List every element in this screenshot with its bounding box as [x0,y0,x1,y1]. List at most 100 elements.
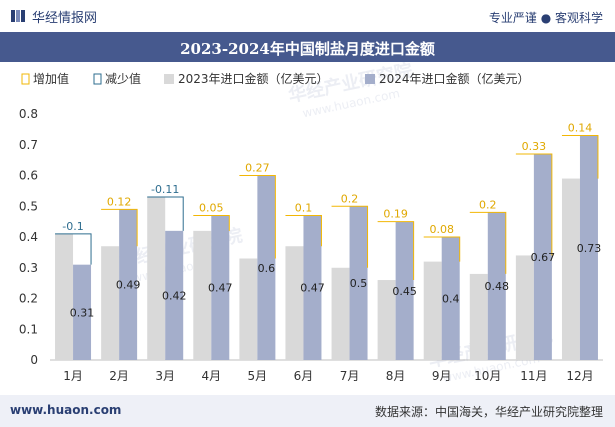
value-label-2024: 0.48 [485,280,510,293]
value-label-2024: 0.45 [392,285,417,298]
change-label: 0.19 [383,208,408,221]
change-label: 0.05 [199,201,224,214]
value-label-2024: 0.73 [577,242,602,255]
increase-bracket [193,214,230,231]
change-label: 0.1 [295,201,313,214]
x-tick-label: 6月 [294,369,314,383]
bar-2023 [239,258,258,360]
bar-2024 [441,237,460,360]
x-tick-label: 11月 [520,369,547,383]
brand-name: 华经情报网 [32,10,98,26]
y-tick-label: 0.5 [19,199,38,213]
change-label: -0.1 [62,220,83,233]
x-tick-label: 3月 [155,369,175,383]
bar-2024 [303,215,322,360]
increase-bracket [469,211,507,274]
brand-logo: 华经情报网 [10,6,97,26]
value-label-2024: 0.6 [258,262,276,275]
change-label: 0.27 [245,162,270,175]
x-tick-label: 4月 [201,369,221,383]
value-label-2024: 0.67 [531,251,556,264]
bar-2024 [73,264,92,360]
x-tick-label: 5月 [248,369,268,383]
increase-bracket [101,208,138,247]
bar-2023 [515,255,534,360]
legend-label-2023: 2023年进口金额（亿美元） [178,71,329,86]
increase-bracket [515,153,553,256]
increase-bracket [331,205,369,268]
y-tick-label: 0.1 [19,322,38,336]
value-label-2024: 0.42 [162,289,187,302]
change-label: 0.33 [522,140,547,153]
value-label-2024: 0.47 [300,282,325,295]
bar-2023 [423,261,442,360]
header-bar: 华经情报网 专业严谨 ● 客观科学 [0,0,615,32]
axes: 0 0.1 0.2 0.3 0.4 0.5 0.6 0.7 0.8 1月 2月 3月 4月 5月 6月 7月 8… [19,107,603,383]
y-tick-label: 0.2 [19,292,38,306]
legend-label-decrease: 减少值 [105,71,141,86]
y-tick-label: 0 [30,353,38,367]
value-label-2024: 0.4 [442,293,460,306]
bar-2023 [331,267,350,360]
y-tick-label: 0.8 [19,107,38,121]
increase-bracket [423,236,461,262]
bar-2023 [55,233,74,360]
bar-2023 [561,178,580,360]
x-tick-label: 1月 [63,369,83,383]
value-label-2024: 0.31 [70,306,95,319]
y-tick-label: 0.3 [19,261,38,275]
y-tick-label: 0.7 [19,138,38,152]
change-label: 0.2 [341,192,359,205]
bar-2023 [101,246,120,360]
bar-2024 [349,206,368,360]
increase-bracket [239,175,276,259]
legend: 增加值 减少值 2023年进口金额（亿美元） 2024年进口金额（亿美元） [21,71,530,86]
bar-2023 [147,197,166,360]
x-tick-label: 10月 [474,369,501,383]
increase-bracket [377,221,415,281]
footer-website: www.huaon.com [10,403,122,417]
decrease-bracket [147,196,184,231]
change-label: -0.11 [151,183,179,196]
value-label-2024: 0.49 [116,279,141,292]
legend-swatch-increase [21,73,30,85]
bar-2024 [257,175,276,360]
legend-swatch-decrease [93,73,102,85]
footer-source: 数据来源：中国海关，华经产业研究院整理 [374,405,603,419]
footer-bar: www.huaon.com 数据来源：中国海关，华经产业研究院整理 [0,395,615,427]
value-label-2024: 0.47 [208,282,233,295]
change-label: 0.12 [107,195,132,208]
bar-2024 [579,135,598,360]
increase-bracket [561,135,599,179]
value-label-2024: 0.5 [350,277,368,290]
bar-2024 [395,221,414,360]
y-tick-label: 0.4 [19,230,38,244]
increase-bracket [285,214,322,247]
x-tick-label: 7月 [340,369,360,383]
bar-2024 [211,215,230,360]
bar-2024 [487,212,506,360]
legend-swatch-2023 [164,74,174,84]
bar-2023 [193,230,212,360]
change-label: 0.2 [479,198,497,211]
x-tick-label: 2月 [109,369,129,383]
change-label: 0.14 [568,122,593,135]
slogan: 专业严谨 ● 客观科学 [488,11,603,25]
legend-label-2024: 2024年进口金额（亿美元） [379,71,530,86]
x-tick-label: 9月 [432,369,452,383]
chart-title: 2023-2024年中国制盐月度进口金额 [180,40,435,58]
chart-marks: -0.1 0.31 0.12 0.49 -0.11 0.42 0.05 0.47 0.27 0.6… [55,122,601,360]
legend-label-increase: 增加值 [33,71,69,86]
bar-2024 [165,230,184,360]
bar-2023 [377,280,396,360]
logo-icon [11,10,25,22]
legend-swatch-2024 [365,74,375,84]
title-bar: 2023-2024年中国制盐月度进口金额 [0,32,615,62]
bar-2023 [285,246,304,360]
x-tick-label: 8月 [386,369,406,383]
change-label: 0.08 [429,223,454,236]
bar-2023 [469,273,488,360]
bar-2024 [119,209,138,360]
x-tick-label: 12月 [566,369,593,383]
y-tick-label: 0.6 [19,169,38,183]
